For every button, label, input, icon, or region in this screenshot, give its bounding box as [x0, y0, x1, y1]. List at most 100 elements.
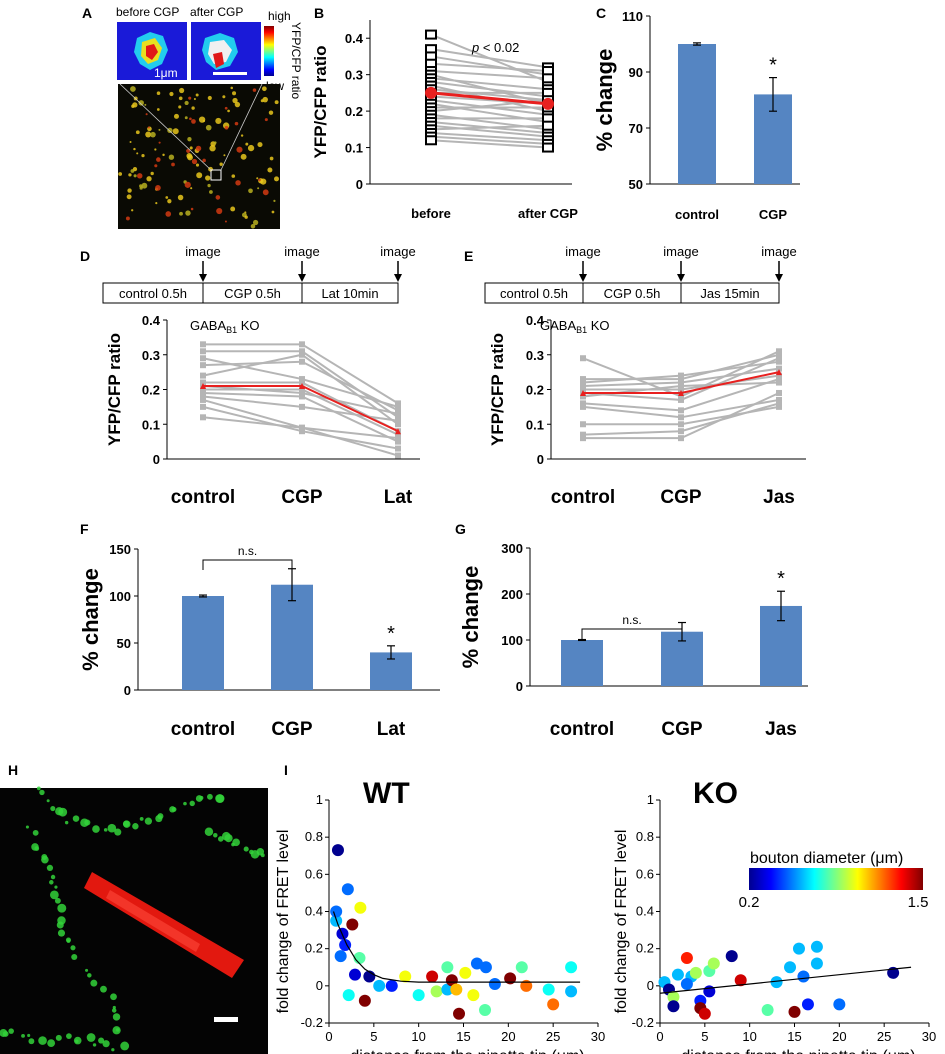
bouton-dot	[256, 177, 259, 180]
series-point	[299, 379, 305, 386]
series-point	[678, 379, 684, 386]
bouton-dot	[262, 189, 269, 196]
series-point	[200, 396, 206, 403]
chart-title: GABAB1 KO	[540, 318, 610, 335]
scatter-point	[426, 970, 439, 983]
axon-dot	[207, 793, 213, 800]
axon-dot	[32, 829, 39, 836]
timeline-segment: control 0.5h	[119, 286, 187, 301]
bouton-dot	[190, 187, 193, 190]
series-point	[299, 403, 305, 410]
xtick-label: 15	[787, 1029, 801, 1044]
bouton-dot	[154, 164, 158, 168]
x-category-label: control	[675, 207, 719, 222]
axon-dot	[71, 953, 78, 961]
chart-c: 50 70 90 110 % change control * CGP	[592, 9, 800, 222]
axon-dot	[85, 968, 89, 972]
series-point	[299, 393, 305, 400]
bouton-dot	[224, 106, 228, 110]
axon-dot	[111, 1048, 115, 1052]
axon-dot	[215, 794, 225, 803]
bouton-dot	[118, 172, 123, 176]
y-axis-label: % change	[458, 566, 483, 669]
series-point	[678, 435, 684, 442]
chart-B-ytick-label: 0	[356, 177, 363, 192]
scatter-point	[358, 994, 371, 1007]
mean-point	[299, 383, 305, 390]
bouton-dot	[138, 100, 144, 106]
colorbar-title: bouton diameter (μm)	[750, 850, 903, 867]
bouton-dot	[195, 93, 199, 97]
scatter-point	[565, 961, 578, 974]
scatter-point	[770, 976, 783, 989]
axon-dot	[144, 817, 153, 825]
series-point	[395, 435, 401, 442]
series-point	[776, 403, 782, 410]
axon-dot	[90, 979, 98, 987]
panel-letter-a: A	[82, 5, 92, 21]
bouton-dot	[177, 194, 184, 201]
series-point	[299, 341, 305, 348]
series-point	[395, 410, 401, 417]
axon-dot	[115, 1028, 120, 1032]
bouton-dot	[178, 96, 183, 101]
series-point	[776, 396, 782, 403]
scatter-point	[341, 883, 354, 896]
chart-d: 0 0.1 0.2 0.3 0.4 YFP/CFP ratio control CGP Lat G…	[102, 244, 420, 508]
xtick-label: 30	[591, 1029, 605, 1044]
axon-dot	[50, 805, 56, 812]
series-point	[299, 389, 305, 396]
ytick-label: 0.4	[636, 904, 654, 919]
axon-dot	[189, 800, 195, 807]
series-point	[395, 403, 401, 410]
bouton-dot	[247, 144, 255, 152]
series-line	[430, 62, 549, 73]
bouton-dot	[130, 86, 136, 92]
ytick-label: 0.4	[305, 904, 323, 919]
timeline-arrowhead	[677, 274, 685, 282]
ns-label: n.s.	[238, 544, 257, 558]
mean-point	[542, 97, 554, 110]
h-scale-bar	[214, 1017, 238, 1022]
bouton-dot	[269, 156, 274, 161]
axon-dot	[110, 993, 117, 1001]
bouton-dot	[205, 175, 211, 181]
timeline-segment: control 0.5h	[500, 286, 568, 301]
series-point	[580, 435, 586, 442]
bouton-dot	[274, 176, 279, 182]
axon-dot	[84, 819, 91, 826]
axon-dot	[111, 1008, 117, 1013]
series-point	[395, 400, 401, 407]
scatter-point	[467, 989, 480, 1002]
bouton-dot	[167, 127, 173, 134]
bouton-dot	[154, 148, 157, 151]
axon-dot	[139, 816, 144, 821]
bouton-dot	[190, 207, 194, 211]
x-category-label: CGP	[281, 487, 323, 508]
series-point	[542, 73, 554, 84]
bouton-dot	[156, 91, 161, 95]
scatter-point	[330, 905, 343, 918]
axon-dot	[102, 1040, 110, 1048]
axon-dot	[58, 807, 68, 817]
chart-C-ytick-label: 90	[629, 65, 643, 80]
series-point	[580, 379, 586, 386]
bouton-dot	[215, 117, 222, 125]
series-point	[299, 376, 305, 383]
xtick-label: 5	[370, 1029, 377, 1044]
series-point	[580, 431, 586, 438]
scatter-point	[334, 950, 347, 963]
bouton-dot	[219, 162, 223, 166]
bar	[561, 640, 603, 686]
chart-D-ytick-label: 0.3	[142, 348, 160, 363]
axon-dot	[39, 789, 45, 796]
timeline-marker: image	[380, 244, 415, 259]
x-category-label: CGP	[661, 719, 703, 740]
scatter-point	[680, 951, 693, 964]
series-line	[430, 77, 549, 91]
scatter-point	[792, 942, 805, 955]
bouton-dot	[165, 196, 169, 199]
scatter-point	[788, 1005, 801, 1018]
ytick-label: 0.6	[305, 866, 323, 881]
ns-bracket	[581, 628, 683, 639]
